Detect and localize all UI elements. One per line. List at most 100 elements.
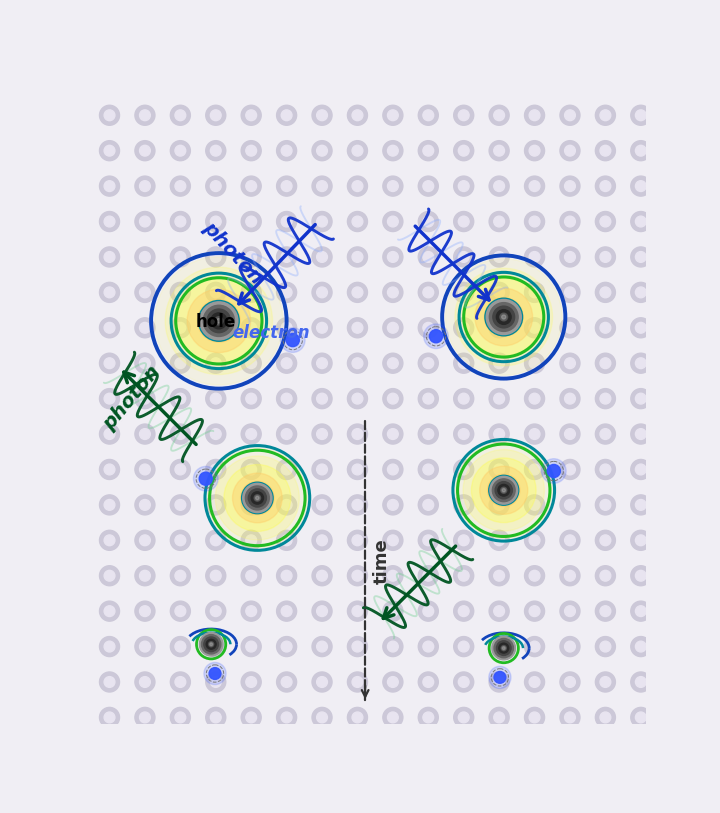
Circle shape <box>104 606 115 616</box>
Circle shape <box>560 141 580 161</box>
Circle shape <box>600 641 611 652</box>
Circle shape <box>671 499 682 511</box>
Circle shape <box>171 743 190 763</box>
Circle shape <box>489 211 509 232</box>
Circle shape <box>631 566 651 585</box>
Circle shape <box>671 393 682 404</box>
Circle shape <box>348 424 367 444</box>
Circle shape <box>171 318 190 337</box>
Circle shape <box>104 110 115 120</box>
Circle shape <box>671 712 682 723</box>
Circle shape <box>636 287 647 298</box>
Circle shape <box>276 282 297 302</box>
Circle shape <box>210 535 221 546</box>
Circle shape <box>104 251 115 263</box>
Circle shape <box>317 464 328 475</box>
Circle shape <box>99 424 120 444</box>
Circle shape <box>246 535 256 546</box>
Circle shape <box>352 251 363 263</box>
Circle shape <box>671 146 682 156</box>
Circle shape <box>564 287 575 298</box>
Circle shape <box>600 216 611 227</box>
Circle shape <box>383 389 403 409</box>
Circle shape <box>525 176 544 196</box>
Circle shape <box>348 743 367 763</box>
Circle shape <box>666 637 686 657</box>
Circle shape <box>206 707 226 728</box>
Circle shape <box>287 333 300 346</box>
Circle shape <box>210 571 221 581</box>
Circle shape <box>317 712 328 723</box>
Circle shape <box>595 424 616 444</box>
Circle shape <box>140 499 150 511</box>
Circle shape <box>207 448 307 548</box>
Circle shape <box>494 216 505 227</box>
Circle shape <box>494 571 505 581</box>
Circle shape <box>383 424 403 444</box>
Circle shape <box>104 712 115 723</box>
Circle shape <box>671 571 682 581</box>
Circle shape <box>135 176 155 196</box>
Circle shape <box>224 464 291 532</box>
Circle shape <box>165 267 272 375</box>
Circle shape <box>541 459 566 484</box>
Circle shape <box>317 323 328 333</box>
Circle shape <box>348 601 367 621</box>
Circle shape <box>423 323 433 333</box>
Circle shape <box>206 282 226 302</box>
Circle shape <box>135 566 155 585</box>
Circle shape <box>135 211 155 232</box>
Circle shape <box>206 639 216 650</box>
Circle shape <box>348 566 367 585</box>
Circle shape <box>99 353 120 373</box>
Circle shape <box>525 247 544 267</box>
Circle shape <box>560 495 580 515</box>
Circle shape <box>352 110 363 120</box>
Circle shape <box>312 105 332 125</box>
Circle shape <box>387 358 398 368</box>
Circle shape <box>276 707 297 728</box>
Circle shape <box>206 530 226 550</box>
Circle shape <box>529 712 540 723</box>
Circle shape <box>666 353 686 373</box>
Circle shape <box>312 672 332 692</box>
Circle shape <box>171 530 190 550</box>
Circle shape <box>175 676 186 687</box>
Circle shape <box>423 180 433 192</box>
Circle shape <box>671 358 682 368</box>
Circle shape <box>383 566 403 585</box>
Circle shape <box>99 105 120 125</box>
Circle shape <box>175 287 186 298</box>
Circle shape <box>206 247 226 267</box>
Circle shape <box>489 105 509 125</box>
Circle shape <box>459 606 469 616</box>
Circle shape <box>423 324 449 349</box>
Circle shape <box>175 358 186 368</box>
Circle shape <box>241 247 261 267</box>
Circle shape <box>631 282 651 302</box>
Circle shape <box>631 672 651 692</box>
Circle shape <box>206 743 226 763</box>
Circle shape <box>525 601 544 621</box>
Circle shape <box>387 428 398 440</box>
Circle shape <box>600 110 611 120</box>
Circle shape <box>348 495 367 515</box>
Circle shape <box>671 464 682 475</box>
Circle shape <box>282 676 292 687</box>
Circle shape <box>560 601 580 621</box>
Circle shape <box>241 530 261 550</box>
Circle shape <box>564 606 575 616</box>
Circle shape <box>204 663 226 685</box>
Circle shape <box>595 247 616 267</box>
Circle shape <box>246 110 256 120</box>
Circle shape <box>525 282 544 302</box>
Circle shape <box>489 247 509 267</box>
Circle shape <box>348 707 367 728</box>
Circle shape <box>455 441 552 539</box>
Circle shape <box>104 323 115 333</box>
Circle shape <box>140 464 150 475</box>
Circle shape <box>281 328 305 352</box>
Circle shape <box>494 606 505 616</box>
Circle shape <box>205 307 233 334</box>
Circle shape <box>529 571 540 581</box>
